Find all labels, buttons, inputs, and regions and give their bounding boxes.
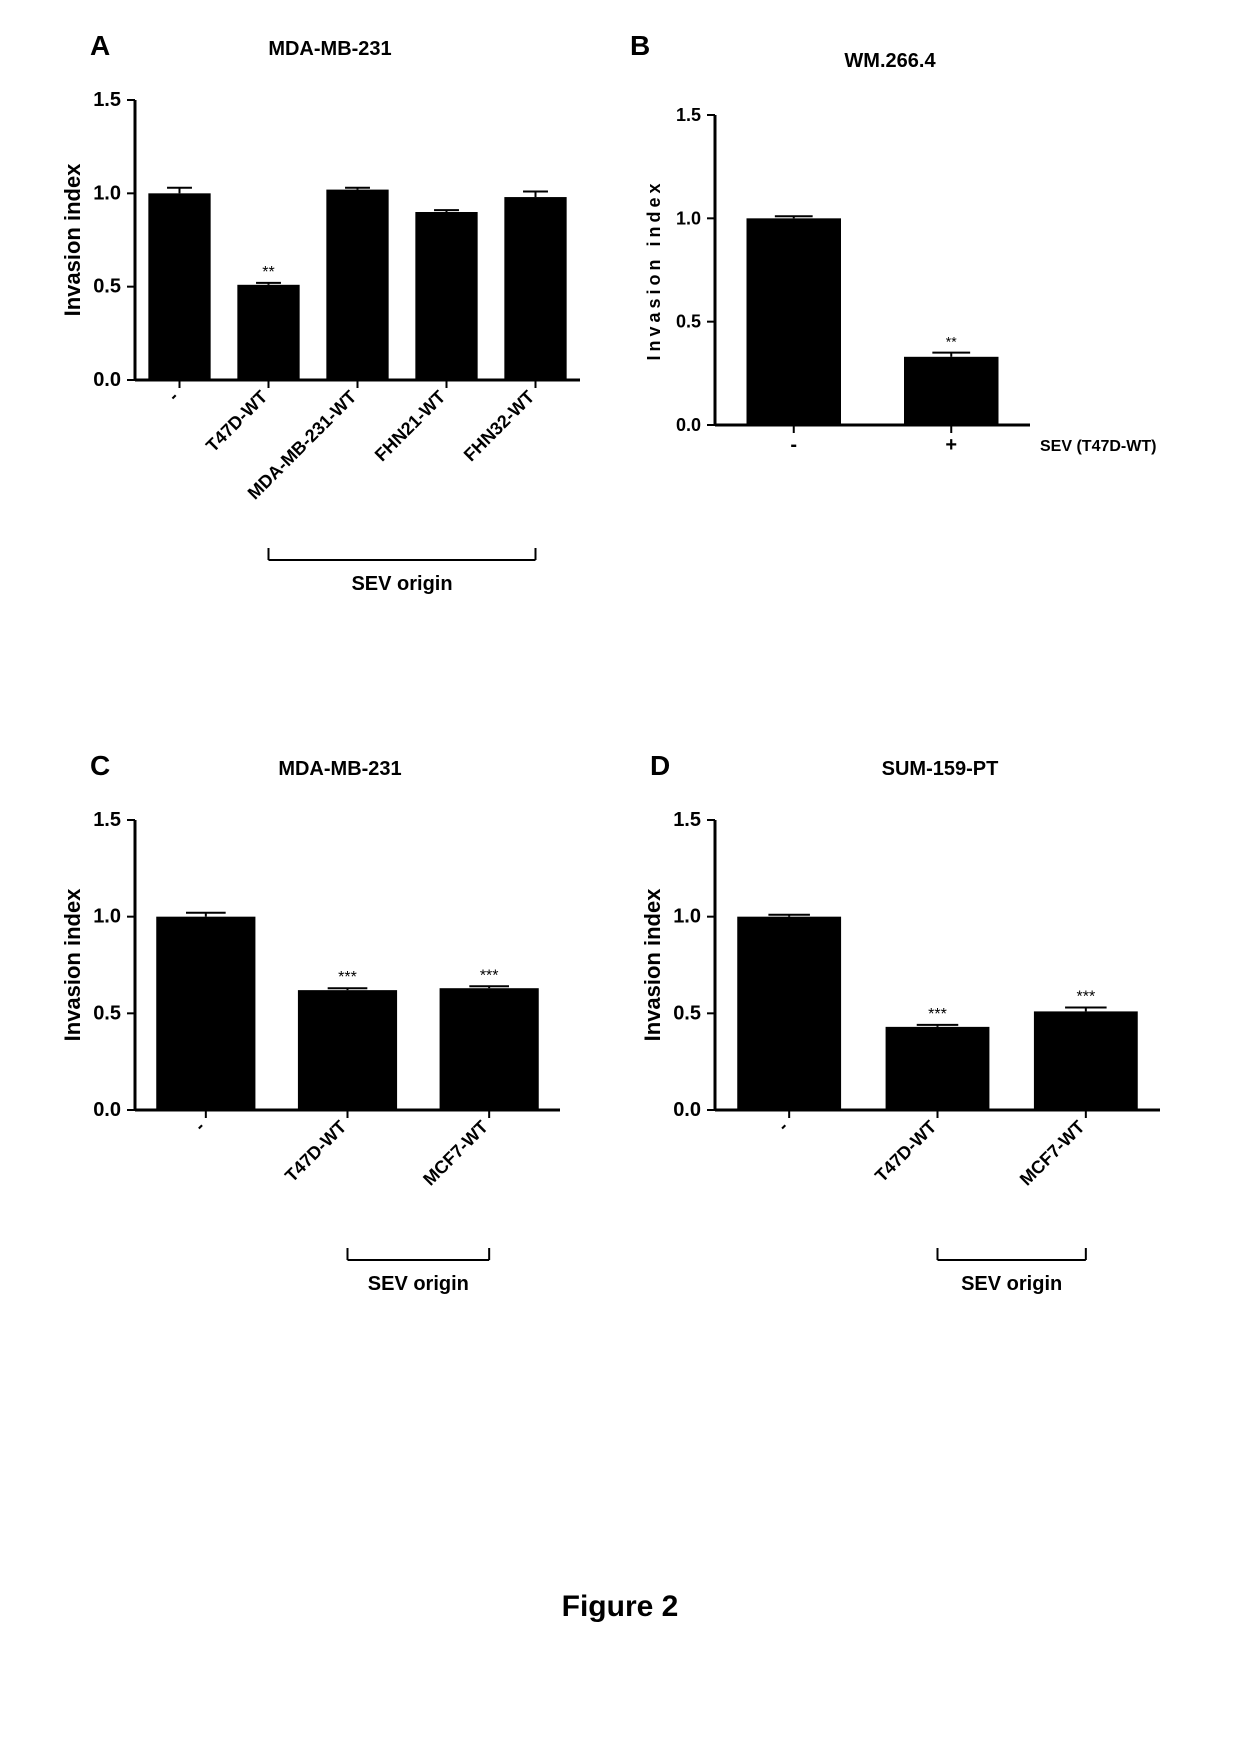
svg-text:**: ** [262, 264, 274, 281]
svg-text:FHN21-WT: FHN21-WT [371, 387, 449, 465]
svg-text:0.5: 0.5 [93, 1002, 121, 1024]
svg-text:Invasion index: Invasion index [644, 179, 664, 360]
svg-text:MCF7-WT: MCF7-WT [419, 1117, 492, 1190]
svg-text:SEV origin: SEV origin [368, 1273, 469, 1295]
figure-caption: Figure 2 [0, 1590, 1240, 1624]
panel-c: C MDA-MB-231 0.0 0.5 1.0 1.5 Invasion index -… [40, 740, 600, 1340]
svg-text:FHN32-WT: FHN32-WT [460, 387, 538, 465]
panel-c-title: MDA-MB-231 [230, 758, 450, 781]
svg-text:1.5: 1.5 [676, 105, 701, 125]
svg-text:0.5: 0.5 [93, 276, 121, 298]
panel-d-title: SUM-159-PT [830, 758, 1050, 781]
panel-b-label: B [630, 30, 650, 62]
panel-d-label: D [650, 750, 670, 782]
svg-text:SEV origin: SEV origin [351, 573, 452, 595]
svg-text:+: + [945, 434, 957, 456]
svg-text:1.0: 1.0 [93, 182, 121, 204]
chart-a: 0.00.51.01.5Invasion index-**T47D-WTMDA-… [40, 60, 600, 630]
svg-text:MCF7-WT: MCF7-WT [1016, 1117, 1089, 1190]
svg-text:***: *** [338, 969, 357, 986]
svg-text:0.0: 0.0 [93, 1099, 121, 1121]
svg-text:Invasion index: Invasion index [60, 163, 85, 317]
panel-a-title: MDA-MB-231 [220, 38, 440, 61]
panel-d: D SUM-159-PT 0.0 0.5 1.0 1.5 Invasion index -… [620, 740, 1200, 1340]
svg-text:1.5: 1.5 [93, 89, 121, 111]
panel-b-title: WM.266.4 [790, 50, 990, 73]
svg-text:**: ** [946, 334, 957, 350]
svg-text:SEV origin: SEV origin [961, 1273, 1062, 1295]
svg-text:***: *** [480, 967, 499, 984]
svg-text:Invasion index: Invasion index [60, 888, 85, 1042]
svg-text:1.0: 1.0 [676, 208, 701, 228]
svg-text:-: - [164, 387, 182, 405]
svg-text:1.0: 1.0 [673, 906, 701, 928]
svg-text:T47D-WT: T47D-WT [281, 1117, 350, 1186]
svg-text:0.0: 0.0 [93, 369, 121, 391]
panel-a: A MDA-MB-231 0.0 0.5 1.0 1.5 Invasion index -… [40, 20, 600, 640]
svg-text:1.5: 1.5 [93, 809, 121, 831]
svg-text:1.0: 1.0 [93, 906, 121, 928]
svg-text:Invasion index: Invasion index [640, 888, 665, 1042]
svg-text:SEV (T47D-WT): SEV (T47D-WT) [1040, 438, 1156, 455]
svg-text:0.5: 0.5 [676, 312, 701, 332]
svg-text:***: *** [1076, 989, 1095, 1006]
svg-text:-: - [774, 1117, 792, 1135]
figure-container: A MDA-MB-231 0.0 0.5 1.0 1.5 Invasion index -… [0, 0, 1240, 1741]
svg-text:-: - [790, 434, 797, 456]
panel-a-label: A [90, 30, 110, 62]
svg-text:***: *** [928, 1006, 947, 1023]
chart-d: 0.0 0.5 1.0 1.5 Invasion index - *** T47D-WT ***… [620, 780, 1200, 1340]
svg-text:T47D-WT: T47D-WT [202, 387, 271, 456]
chart-c: 0.0 0.5 1.0 1.5 Invasion index - *** T47D-WT ***… [40, 780, 600, 1340]
svg-text:1.5: 1.5 [673, 809, 701, 831]
svg-text:T47D-WT: T47D-WT [871, 1117, 940, 1186]
svg-text:0.0: 0.0 [676, 415, 701, 435]
chart-b: 0.0 0.5 1.0 1.5 Invasion index - ** + SEV (T47D-… [620, 75, 1200, 495]
svg-text:0.0: 0.0 [673, 1099, 701, 1121]
panel-c-label: C [90, 750, 110, 782]
svg-text:0.5: 0.5 [673, 1002, 701, 1024]
panel-b: B WM.266.4 0.0 0.5 1.0 1.5 Invasion index - **… [620, 20, 1200, 520]
svg-text:-: - [190, 1117, 208, 1135]
